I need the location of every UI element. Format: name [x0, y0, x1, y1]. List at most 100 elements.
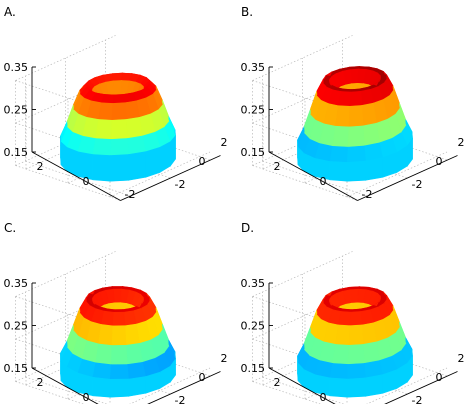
surface-patch [329, 145, 349, 163]
z-tick-label: 0.35 [241, 277, 266, 290]
surface-patch [362, 122, 380, 147]
y-tick-label: 0 [436, 155, 443, 168]
panel-label: C. [4, 221, 16, 235]
y-axis-line [147, 371, 221, 404]
surface-patch [346, 363, 366, 380]
surface-patch [365, 157, 383, 181]
surface-patch [98, 102, 114, 121]
gridline [262, 376, 345, 404]
y-axis-line [357, 155, 458, 201]
gridline [25, 160, 131, 197]
surface-patch [349, 90, 363, 107]
surface [297, 66, 413, 182]
z-tick-label: 0.25 [241, 104, 266, 117]
surface-patch [111, 325, 127, 346]
surface-patch [111, 72, 123, 82]
x-tick-label: 2 [37, 160, 44, 173]
y-axis-line [384, 371, 458, 404]
x-axis-line [31, 151, 121, 201]
surface-patch [380, 295, 388, 300]
surface-patch [128, 376, 146, 397]
surface-patch [380, 74, 388, 80]
surface-patch [335, 324, 351, 346]
gridline [15, 165, 121, 201]
surface-patch [329, 377, 348, 398]
y-tick-label: 0 [199, 371, 206, 384]
y-tick-label: -2 [175, 394, 186, 404]
z-tick-label: 0.25 [4, 320, 29, 333]
surface-patch [112, 311, 126, 327]
z-tick-label: 0.35 [4, 277, 29, 290]
surface-patch [329, 363, 349, 380]
y-tick-label: -2 [175, 178, 186, 191]
gridline [109, 151, 211, 198]
surface-patch [128, 151, 146, 181]
y-tick-label: 2 [458, 352, 465, 365]
panel-label: B. [241, 5, 253, 19]
panel-b: B. 0.35 0.25 0.15 2 0 -2 2 0 -2 [241, 5, 465, 201]
x-tick-label: 2 [37, 376, 44, 389]
surface-patch [92, 362, 112, 380]
surface-patch [60, 141, 68, 172]
surface-patch [126, 135, 146, 155]
surface [60, 72, 176, 182]
x-tick-label: 2 [274, 376, 281, 389]
z-tick-label: 0.35 [4, 61, 29, 74]
surface-patch [110, 119, 128, 140]
gridline [129, 367, 211, 404]
z-tick-label: 0.15 [4, 362, 29, 375]
surface-patch [348, 105, 364, 128]
surface-patch [109, 364, 129, 380]
surface-patch [362, 341, 380, 364]
surface-patch [125, 116, 143, 139]
surface [60, 286, 176, 398]
surface-patch [92, 138, 112, 156]
surface-patch [346, 145, 366, 163]
surface-patch [95, 119, 113, 140]
surface-patch [126, 361, 146, 380]
y-tick-label: -2 [412, 178, 423, 191]
surface-patch [109, 138, 129, 156]
surface-patch [145, 146, 161, 178]
surface [297, 286, 413, 398]
surface-patch [111, 286, 123, 290]
y-tick-label: 2 [221, 352, 228, 365]
gridline [262, 160, 368, 197]
y-tick-label: 2 [221, 136, 228, 149]
x-axis-line [268, 367, 336, 404]
z-tick-label: 0.35 [241, 61, 266, 74]
gridline [366, 367, 448, 404]
surface-patch [329, 161, 348, 182]
gridline [25, 376, 108, 404]
surface-patch [348, 324, 364, 346]
gridline [15, 381, 85, 404]
gridline [252, 165, 358, 201]
z-tick-label: 0.25 [241, 320, 266, 333]
surface-patch [98, 324, 114, 346]
surface-patch [347, 160, 366, 182]
z-tick-label: 0.15 [241, 362, 266, 375]
surface-patch [347, 344, 365, 365]
gridline [252, 381, 322, 404]
y-tick-label: 0 [199, 155, 206, 168]
x-tick-label: 0 [320, 175, 327, 188]
y-tick-label: -2 [412, 394, 423, 404]
surface-patch [347, 125, 365, 148]
z-tick-label: 0.15 [241, 146, 266, 159]
surface-patch [347, 377, 366, 398]
surface-patch [335, 105, 351, 128]
surface-patch [112, 94, 126, 104]
surface-patch [110, 378, 129, 398]
x-tick-label: 0 [83, 391, 90, 404]
surface-patch [349, 311, 363, 327]
surface-patch [113, 309, 125, 313]
gridline [346, 151, 448, 198]
x-tick-label: 2 [274, 160, 281, 173]
y-axis-line [120, 155, 221, 201]
